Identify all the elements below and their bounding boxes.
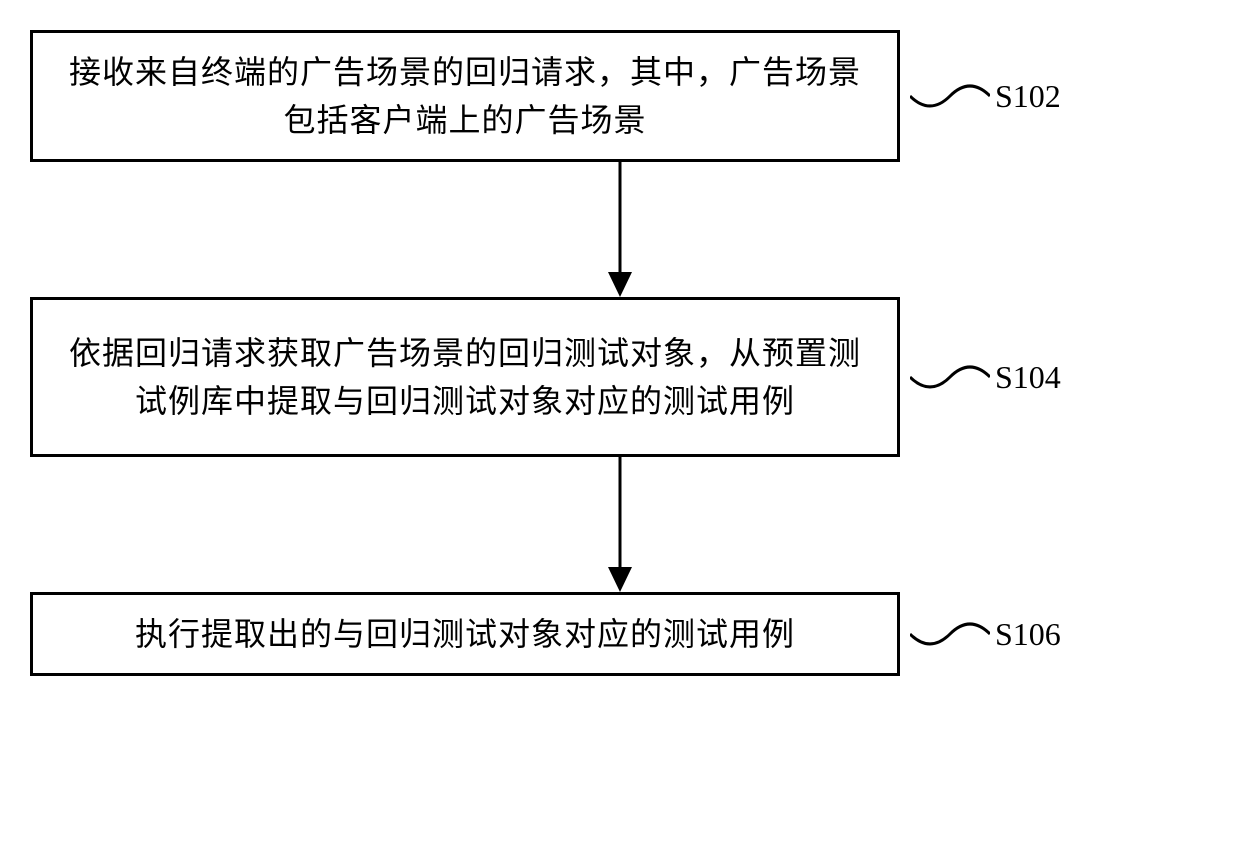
step-box-1: 接收来自终端的广告场景的回归请求，其中，广告场景包括客户端上的广告场景	[30, 30, 900, 162]
step-box-3: 执行提取出的与回归测试对象对应的测试用例	[30, 592, 900, 676]
step-row-2: 依据回归请求获取广告场景的回归测试对象，从预置测试例库中提取与回归测试对象对应的…	[30, 297, 1210, 457]
step-row-3: 执行提取出的与回归测试对象对应的测试用例 S106	[30, 592, 1210, 676]
step-text-2: 依据回归请求获取广告场景的回归测试对象，从预置测试例库中提取与回归测试对象对应的…	[63, 329, 867, 425]
arrow-container-2	[185, 457, 1055, 592]
step-text-1: 接收来自终端的广告场景的回归请求，其中，广告场景包括客户端上的广告场景	[69, 54, 861, 138]
step-text-3: 执行提取出的与回归测试对象对应的测试用例	[135, 616, 795, 652]
connector-1: S102	[910, 71, 1061, 121]
connector-2: S104	[910, 352, 1061, 402]
arrow-container-1	[185, 162, 1055, 297]
step-label-2: S104	[995, 359, 1061, 396]
arrow-down-icon	[600, 162, 640, 297]
step-row-1: 接收来自终端的广告场景的回归请求，其中，广告场景包括客户端上的广告场景 S102	[30, 30, 1210, 162]
curve-icon	[910, 352, 990, 402]
arrow-down-icon	[600, 457, 640, 592]
step-label-1: S102	[995, 78, 1061, 115]
flowchart-container: 接收来自终端的广告场景的回归请求，其中，广告场景包括客户端上的广告场景 S102…	[30, 30, 1210, 676]
step-box-2: 依据回归请求获取广告场景的回归测试对象，从预置测试例库中提取与回归测试对象对应的…	[30, 297, 900, 457]
curve-icon	[910, 71, 990, 121]
curve-icon	[910, 609, 990, 659]
connector-3: S106	[910, 609, 1061, 659]
step-label-3: S106	[995, 616, 1061, 653]
